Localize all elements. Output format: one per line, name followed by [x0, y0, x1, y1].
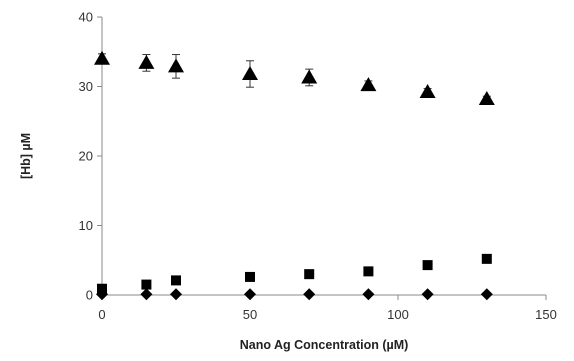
- square-point: [304, 269, 315, 280]
- ticks: 0 10 20 30 40 0 50 100 150: [79, 10, 557, 323]
- diamond-point: [362, 288, 375, 301]
- square-point: [422, 260, 433, 271]
- diamond-point: [244, 288, 256, 301]
- triangle-point: [138, 54, 155, 69]
- triangle-point: [419, 84, 436, 99]
- y-tick-label: 40: [79, 10, 93, 25]
- y-axis-label: [Hb] µM: [19, 133, 33, 179]
- square-point: [141, 279, 152, 290]
- x-axis-label: Nano Ag Concentration (µM): [240, 338, 409, 352]
- y-tick-label: 10: [79, 218, 93, 233]
- x-tick-label: 100: [387, 307, 409, 322]
- diamond-point: [303, 288, 316, 301]
- square-point: [481, 253, 492, 264]
- diamond-point: [421, 288, 434, 301]
- triangle-point: [94, 50, 110, 65]
- y-tick-label: 30: [79, 79, 93, 94]
- triangle-point: [478, 91, 495, 106]
- square-point: [363, 266, 374, 277]
- diamond-point: [480, 288, 493, 301]
- y-tick-label: 20: [79, 149, 93, 164]
- x-tick-label: 50: [243, 307, 257, 322]
- x-tick-label: 150: [535, 307, 557, 322]
- triangle-point: [360, 77, 377, 92]
- diamond-point: [140, 288, 153, 301]
- diamond-point: [96, 288, 108, 301]
- square-point: [171, 275, 181, 286]
- y-tick-label: 0: [86, 288, 93, 303]
- axes: [101, 17, 546, 296]
- data-points: [94, 50, 495, 301]
- triangle-point: [301, 69, 318, 84]
- x-tick-label: 0: [98, 307, 105, 322]
- triangle-point: [242, 65, 258, 80]
- square-point: [245, 271, 255, 282]
- diamond-point: [170, 288, 182, 301]
- triangle-point: [168, 58, 184, 73]
